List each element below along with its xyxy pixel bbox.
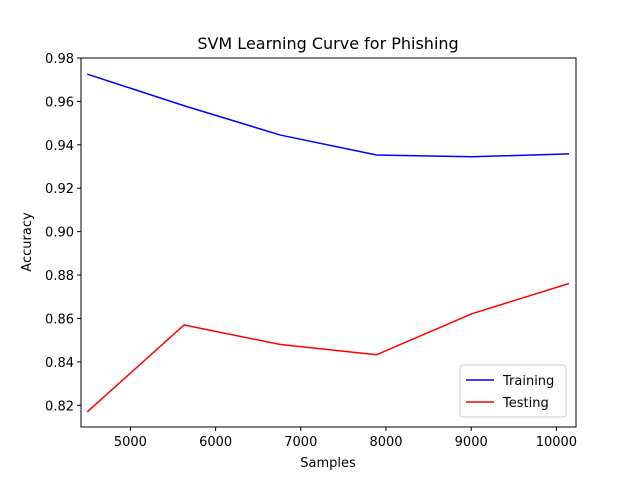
legend-label-training: Training [502,374,554,389]
plot-frame [80,57,577,428]
y-tick-label: 0.92 [45,182,74,197]
legend-label-testing: Testing [502,396,549,411]
series-line-training [86,73,570,158]
x-axis-title: Samples [300,456,356,471]
plot-area [86,73,570,413]
legend: Training Testing [459,364,567,418]
y-tick-label: 0.90 [45,226,74,241]
series-line-testing [86,282,570,413]
y-tick-label: 0.98 [45,52,74,67]
x-tick-label: 7000 [284,435,317,450]
y-tick-label: 0.88 [45,269,74,284]
x-tick-label: 10000 [536,435,577,450]
x-tick-label: 6000 [199,435,232,450]
x-tick-label: 9000 [455,435,488,450]
y-tick-label: 0.94 [45,139,74,154]
x-axis: 5000 6000 7000 8000 9000 10000 [114,427,577,450]
x-tick-label: 5000 [114,435,147,450]
x-tick-label: 8000 [369,435,402,450]
y-axis: 0.82 0.84 0.86 0.88 0.90 0.92 0.94 0.96 0.98 [45,52,81,414]
y-tick-label: 0.86 [45,312,74,327]
y-axis-title: Accuracy [20,212,35,272]
y-tick-label: 0.82 [45,399,74,414]
y-tick-label: 0.96 [45,95,74,110]
chart-title: SVM Learning Curve for Phishing [197,34,458,53]
y-tick-label: 0.84 [45,356,74,371]
legend-box [459,364,567,418]
